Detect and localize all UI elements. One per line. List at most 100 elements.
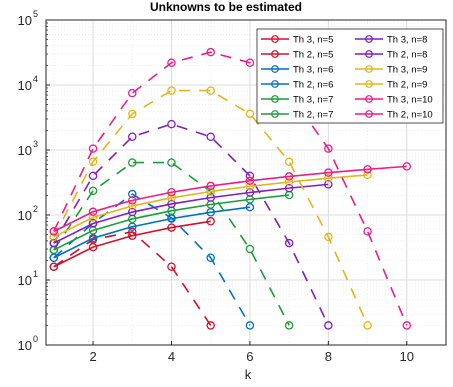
- data-point: [363, 227, 372, 236]
- data-point: [324, 173, 333, 183]
- x-tick-label: 2: [89, 349, 96, 364]
- data-point: [128, 201, 137, 211]
- data-point: [88, 219, 98, 228]
- series-line: [53, 123, 330, 326]
- y-tick-label-base: 10: [18, 338, 32, 353]
- legend-swatch-marker: [271, 80, 279, 88]
- data-point: [324, 321, 333, 330]
- data-point: [284, 183, 294, 193]
- data-point: [167, 158, 176, 167]
- legend-label: Th 3, n=10: [387, 95, 433, 106]
- x-tick-label: 10: [400, 349, 414, 364]
- data-point: [88, 213, 98, 222]
- legend-entry: Th 2, n=8: [355, 50, 427, 61]
- data-point: [206, 253, 215, 262]
- legend-box: [256, 28, 444, 124]
- data-point: [245, 321, 255, 330]
- series-12: [49, 162, 412, 236]
- legend-label: Th 2, n=7: [293, 110, 333, 121]
- data-point: [128, 132, 137, 141]
- series-line: [53, 89, 369, 326]
- series-line: [53, 161, 290, 326]
- legend-label: Th 2, n=10: [387, 110, 433, 121]
- data-point: [206, 181, 215, 191]
- y-tick-label-exponent: 4: [33, 74, 38, 84]
- series-line: [53, 165, 407, 233]
- data-point: [245, 109, 255, 119]
- legend-label: Th 3, n=9: [387, 65, 427, 76]
- series-2: [49, 217, 215, 271]
- legend-swatch-marker: [365, 50, 373, 58]
- legend-swatch-marker: [365, 95, 373, 103]
- data-point: [88, 157, 98, 166]
- legend-swatch-marker: [271, 95, 279, 103]
- legend-swatch-marker: [365, 65, 373, 73]
- legend-entry: Th 2, n=7: [261, 110, 333, 121]
- data-point: [128, 207, 137, 217]
- data-point: [49, 232, 59, 242]
- series-line: [53, 174, 368, 238]
- data-point: [284, 177, 294, 187]
- series-8: [49, 180, 333, 248]
- data-point: [284, 238, 294, 248]
- legend-entry: Th 3, n=9: [355, 65, 427, 76]
- data-point: [167, 262, 176, 271]
- y-tick-label-base: 10: [18, 208, 32, 223]
- data-point: [284, 157, 294, 166]
- x-axis-label: k: [245, 367, 252, 382]
- x-tick-label: 4: [168, 349, 175, 364]
- legend-swatch-marker: [271, 50, 279, 58]
- y-tick-label-base: 10: [18, 273, 32, 288]
- legend-label: Th 3, n=7: [293, 95, 333, 106]
- data-point: [363, 165, 372, 174]
- data-point: [245, 188, 255, 197]
- series-line: [53, 206, 251, 259]
- series-line: [53, 193, 251, 326]
- data-point: [206, 47, 215, 57]
- series-layer: [49, 47, 412, 330]
- data-point: [363, 170, 372, 180]
- x-tick-label: 6: [246, 349, 253, 364]
- data-point: [206, 217, 215, 226]
- x-tick-label: 8: [325, 349, 332, 364]
- legend-label: Th 3, n=5: [293, 35, 333, 46]
- data-point: [88, 186, 98, 196]
- data-point: [128, 189, 137, 199]
- data-point: [245, 176, 255, 186]
- legend-swatch-marker: [271, 35, 279, 43]
- legend-label: Th 2, n=8: [387, 50, 427, 61]
- data-point: [324, 168, 333, 177]
- data-point: [49, 262, 59, 271]
- y-tick-label-exponent: 1: [33, 269, 38, 279]
- data-point: [206, 193, 215, 202]
- legend-entry: Th 3, n=6: [261, 65, 333, 76]
- legend-entry: Th 3, n=10: [355, 95, 433, 106]
- legend-entry: Th 3, n=5: [261, 35, 333, 46]
- legend-label: Th 3, n=6: [293, 65, 333, 76]
- data-point: [167, 199, 176, 209]
- data-point: [49, 238, 59, 248]
- data-point: [88, 171, 98, 181]
- data-point: [88, 242, 98, 252]
- data-point: [324, 144, 333, 153]
- y-tick-label-exponent: 5: [33, 9, 38, 19]
- data-point: [245, 182, 255, 191]
- data-point: [128, 231, 137, 240]
- data-point: [128, 88, 137, 98]
- data-point: [49, 227, 59, 236]
- y-tick-label-exponent: 3: [33, 139, 38, 149]
- chart-title: Unknowns to be estimated: [150, 0, 302, 14]
- series-line: [53, 183, 329, 244]
- legend-entry: Th 2, n=10: [355, 110, 433, 121]
- legend-swatch-marker: [271, 110, 279, 118]
- data-point: [245, 58, 255, 67]
- data-point: [167, 86, 176, 95]
- legend: Th 3, n=5 Th 2, n=5 Th 3, n=6 Th 2, n=6 Th 3…: [256, 28, 444, 124]
- legend-swatch-marker: [365, 80, 373, 88]
- data-point: [167, 223, 176, 232]
- legend-entry: Th 2, n=5: [261, 50, 333, 61]
- series-line: [53, 220, 211, 268]
- data-point: [284, 172, 294, 181]
- legend-swatch-marker: [365, 110, 373, 118]
